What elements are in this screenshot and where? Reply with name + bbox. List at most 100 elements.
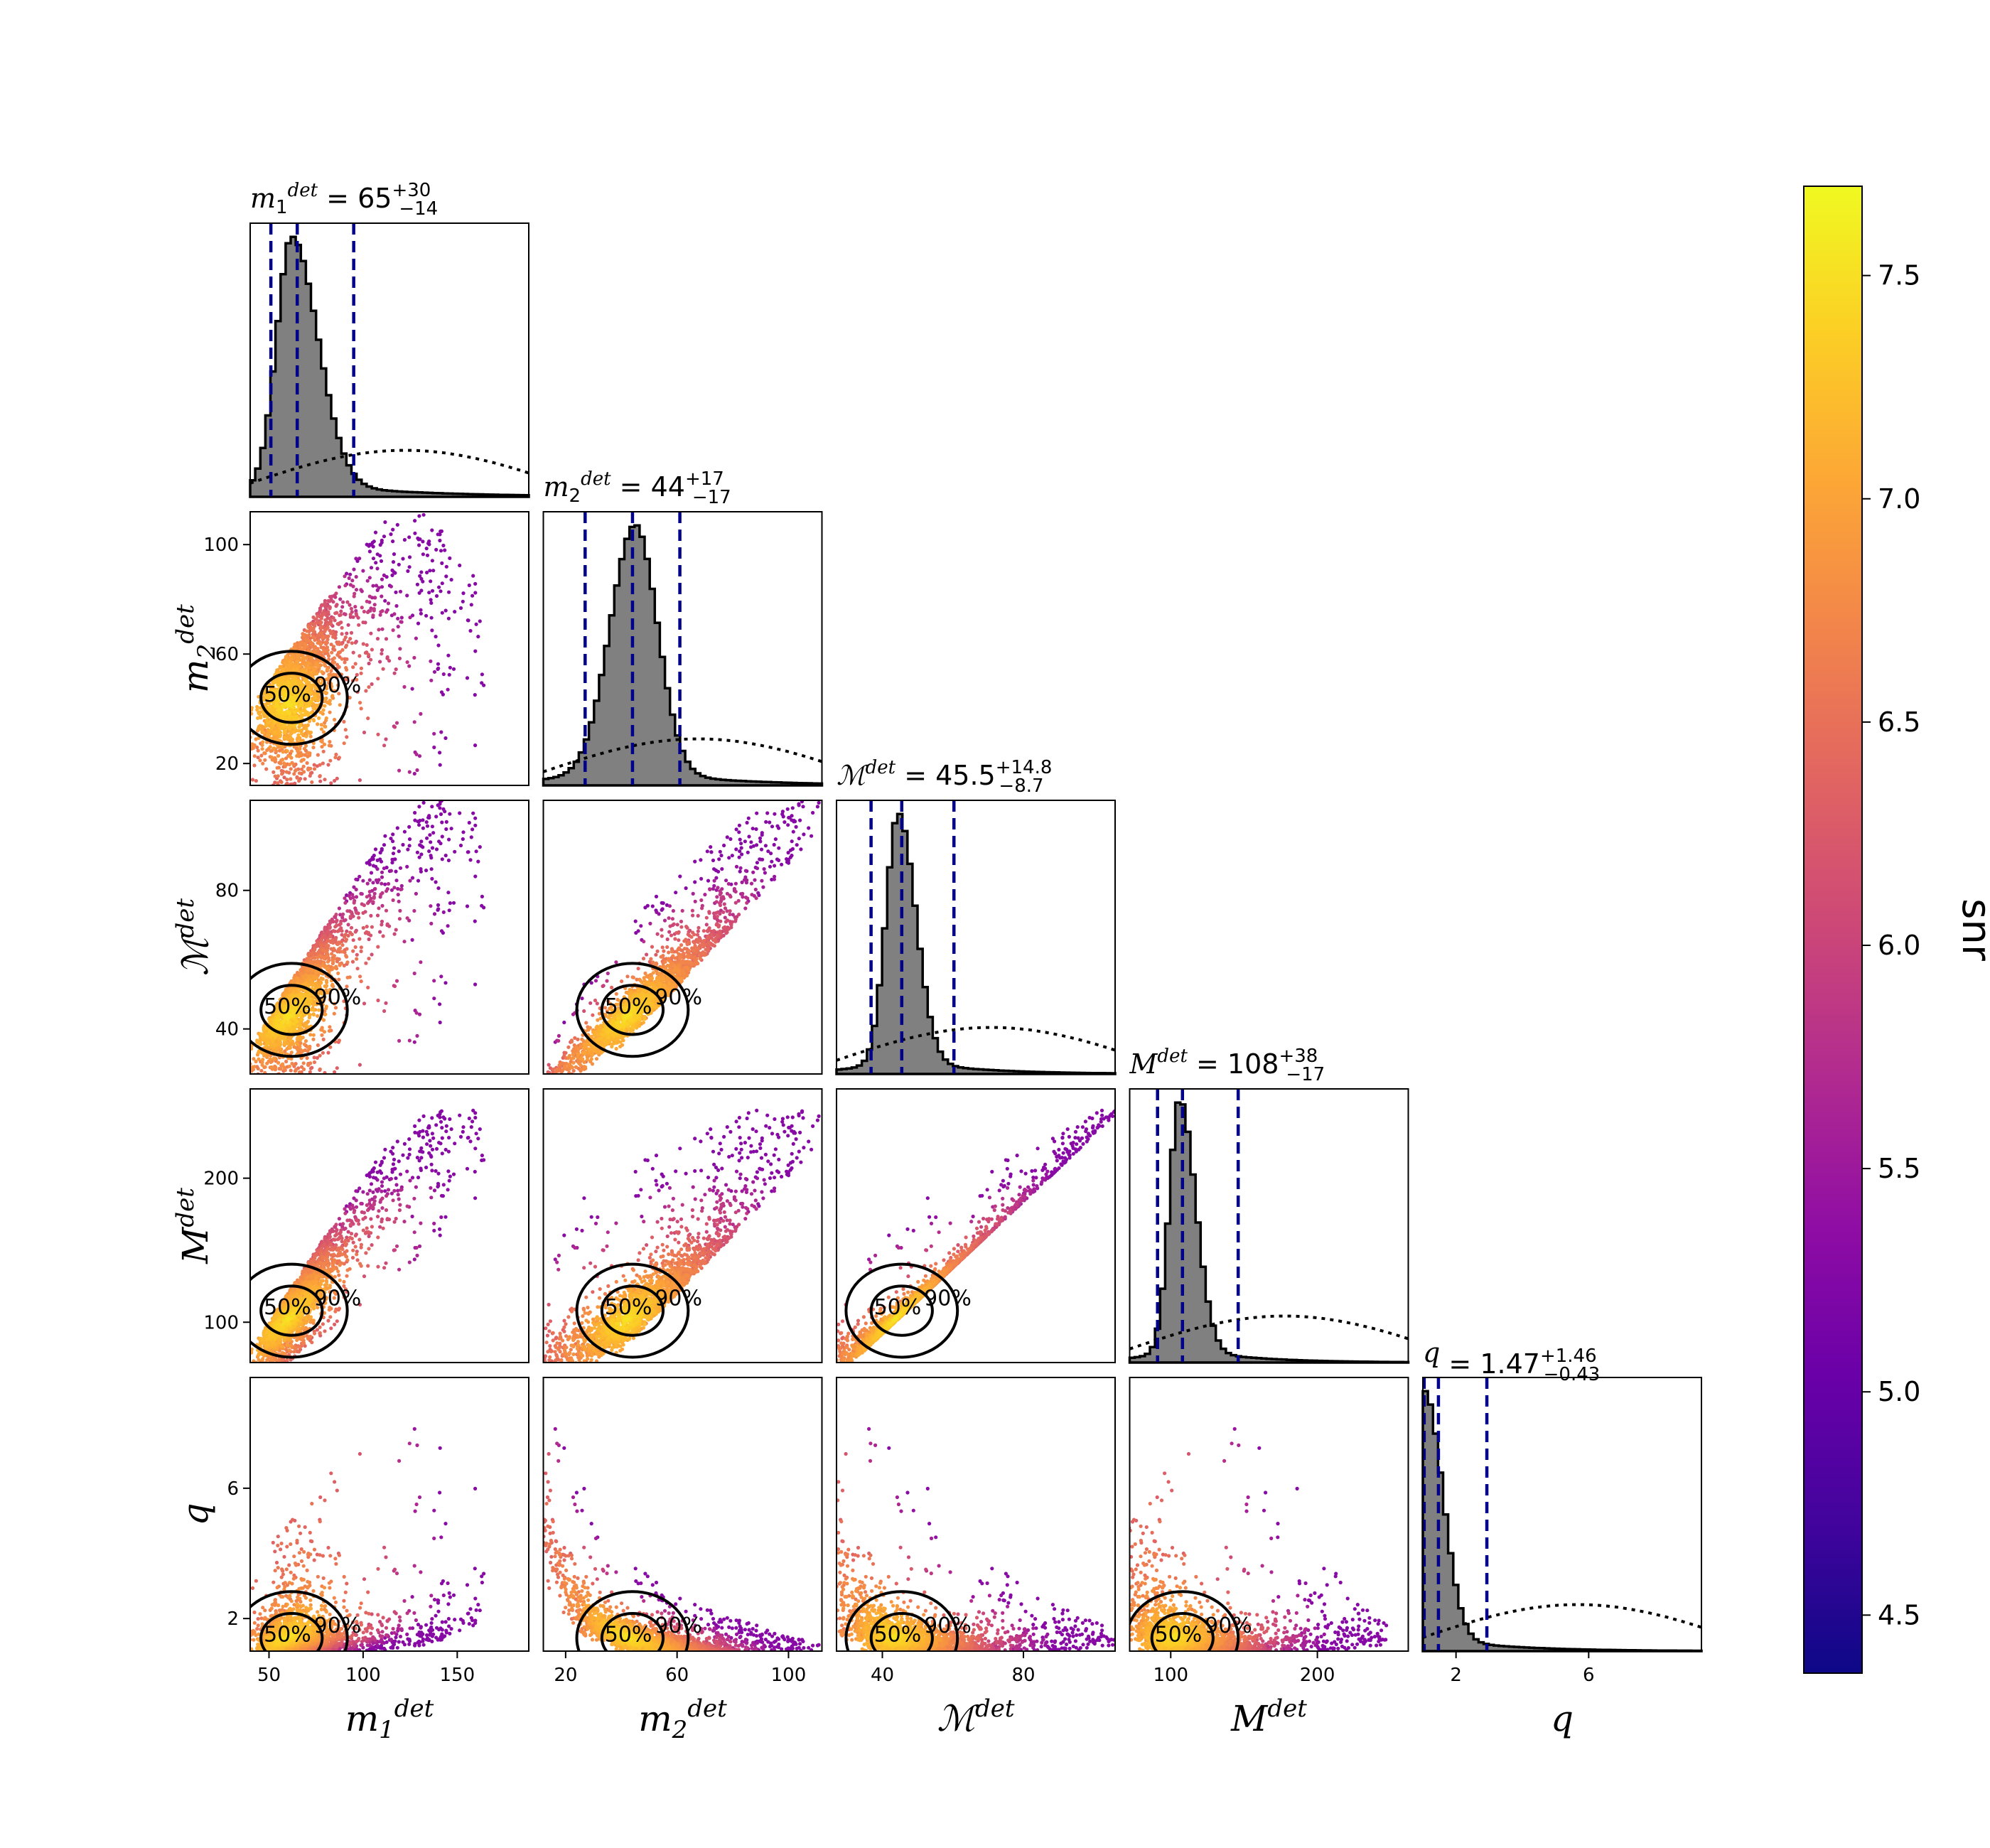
sample-point	[439, 530, 442, 533]
sample-point	[724, 920, 728, 923]
sample-point	[387, 601, 390, 605]
sample-point	[306, 768, 310, 771]
sample-point	[292, 730, 296, 734]
sample-point	[288, 763, 291, 766]
contour-label-50: 50%	[264, 682, 311, 707]
sample-point	[437, 586, 441, 589]
sample-point	[774, 837, 778, 841]
sample-point	[473, 982, 477, 986]
sample-point	[350, 910, 353, 914]
sample-point	[270, 1065, 274, 1069]
sample-point	[384, 737, 387, 741]
sample-point	[373, 596, 377, 599]
sample-point	[424, 869, 428, 872]
sample-point	[634, 920, 638, 923]
sample-point	[382, 534, 386, 538]
sample-point	[309, 671, 313, 675]
sample-point	[267, 734, 271, 737]
sample-point	[728, 837, 732, 841]
sample-point	[362, 642, 365, 645]
sample-point	[378, 660, 382, 663]
sample-point	[416, 622, 420, 625]
sample-point	[251, 778, 254, 781]
sample-point	[419, 612, 423, 616]
sample-point	[374, 531, 377, 534]
sample-point	[397, 625, 400, 628]
sample-point	[274, 730, 277, 734]
sample-point	[427, 591, 431, 594]
sample-point	[344, 728, 348, 731]
sample-point	[377, 628, 380, 631]
sample-point	[308, 1033, 312, 1036]
sample-point	[719, 893, 722, 896]
sample-point	[303, 777, 307, 780]
sample-point	[426, 554, 429, 557]
sample-point	[413, 772, 416, 775]
sample-point	[352, 651, 355, 655]
sample-point	[370, 925, 374, 929]
sample-point	[413, 1041, 416, 1044]
sample-point	[328, 711, 332, 714]
sample-point	[422, 513, 426, 517]
sample-point	[387, 882, 390, 886]
sample-point	[348, 576, 351, 580]
sample-point	[391, 539, 394, 543]
sample-point	[290, 749, 294, 753]
sample-point	[405, 865, 409, 869]
sample-point	[360, 606, 364, 609]
sample-point	[353, 594, 356, 598]
sample-point	[711, 938, 715, 942]
sample-point	[728, 913, 731, 916]
sample-point	[302, 670, 306, 673]
sample-point	[643, 906, 647, 909]
sample-point	[302, 975, 306, 979]
sample-point	[427, 539, 431, 543]
sample-point	[596, 1001, 599, 1005]
sample-point	[262, 1033, 265, 1036]
sample-point	[694, 900, 697, 903]
sample-point	[338, 957, 341, 961]
sample-point	[556, 1039, 560, 1043]
sample-point	[327, 654, 330, 657]
sample-point	[269, 719, 273, 722]
sample-point	[719, 903, 722, 907]
sample-point	[473, 743, 477, 747]
sample-point	[349, 915, 353, 918]
sample-point	[797, 803, 801, 807]
sample-point	[338, 597, 342, 601]
sample-point	[738, 838, 742, 842]
sample-point	[790, 814, 794, 817]
sample-point	[645, 952, 648, 956]
sample-point	[323, 743, 326, 746]
sample-point	[350, 579, 354, 582]
sample-point	[384, 909, 388, 913]
sample-point	[376, 677, 380, 680]
sample-point	[713, 879, 716, 883]
sample-point	[418, 591, 421, 595]
sample-point	[359, 588, 362, 591]
sample-point	[316, 614, 319, 618]
sample-point	[373, 892, 377, 896]
sample-point	[338, 703, 342, 707]
sample-point	[544, 1090, 547, 1093]
sample-point	[440, 690, 443, 694]
sample-point	[332, 929, 335, 933]
sample-point	[303, 1043, 306, 1046]
sample-point	[707, 941, 711, 945]
sample-point	[773, 864, 776, 867]
sample-point	[432, 732, 436, 736]
sample-point	[765, 811, 769, 815]
sample-point	[370, 566, 373, 569]
sample-point	[340, 626, 344, 630]
sample-point	[417, 823, 421, 827]
sample-point	[392, 847, 396, 850]
sample-point	[746, 821, 749, 824]
sample-point	[285, 770, 289, 774]
sample-point	[686, 926, 689, 930]
sample-point	[745, 879, 748, 882]
sample-point	[737, 830, 741, 834]
sample-point	[383, 599, 387, 603]
sample-point	[441, 807, 445, 811]
sample-point	[734, 847, 738, 851]
sample-point	[447, 838, 451, 842]
